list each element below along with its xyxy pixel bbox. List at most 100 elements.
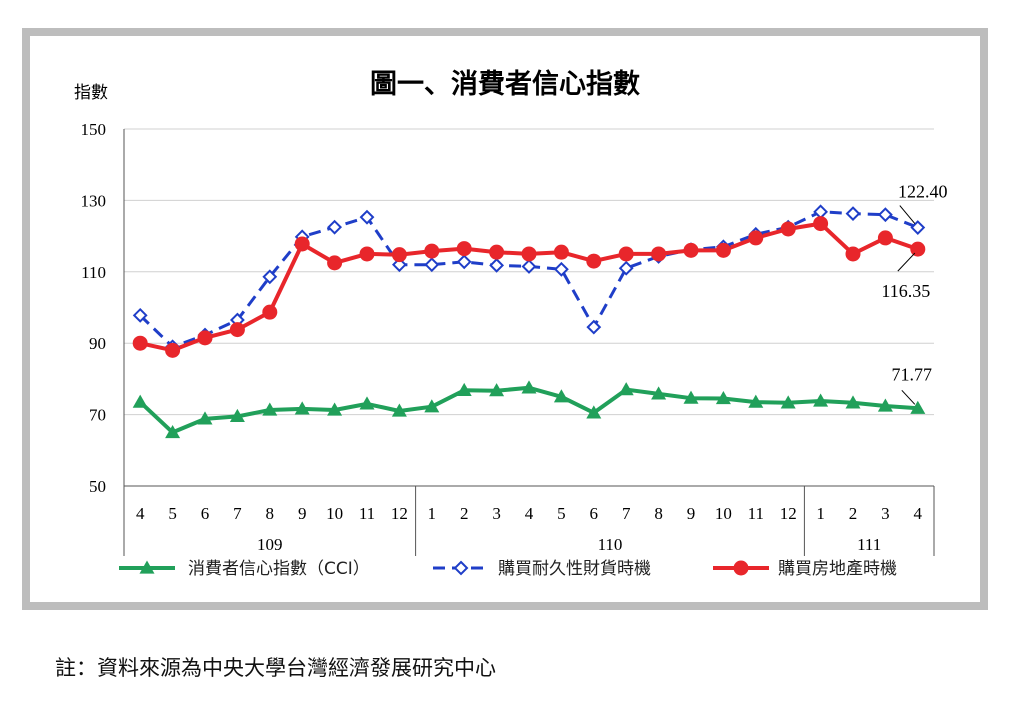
legend-label-2: 購買房地產時機: [778, 559, 897, 579]
series-2-point: [424, 243, 440, 259]
series-2-point: [877, 230, 893, 246]
x-tick-label: 6: [201, 504, 210, 523]
series-0-point-legend: [139, 560, 155, 574]
chart-panel: 圖一、消費者信心指數 指數 50 70 90 110 130 150 4 5 6 7 8 9 10 11 12 1…: [30, 36, 980, 602]
x-tick-label: 4: [914, 504, 923, 523]
legend-label-1: 購買耐久性財貨時機: [498, 559, 651, 579]
x-tick-label: 12: [391, 504, 408, 523]
series-1-point: [877, 207, 893, 223]
series-0-point: [165, 424, 181, 439]
series-1-point: [553, 261, 569, 277]
series-2-point: [715, 242, 731, 258]
series-1-point: [489, 257, 505, 273]
year-label: 110: [598, 535, 623, 554]
annotation-label: 116.35: [881, 281, 930, 301]
series-0-point: [877, 398, 893, 412]
series-2-point: [813, 216, 829, 232]
series-1-point: [327, 219, 343, 235]
series-2-point: [456, 241, 472, 257]
series-0-point: [618, 382, 634, 396]
series-2-point-legend: [733, 560, 749, 576]
series-2-point: [391, 247, 407, 263]
series-0-point: [262, 402, 278, 416]
source-footnote: 註：資料來源為中央大學台灣經濟發展研究中心: [55, 656, 496, 680]
series-0-point: [715, 391, 731, 405]
series-1-point: [521, 259, 537, 274]
series-1-point: [813, 204, 829, 220]
series-1-point: [586, 319, 602, 335]
chart-title: 圖一、消費者信心指數: [370, 69, 640, 100]
series-line-2: [139, 221, 919, 353]
series-0-point: [651, 386, 667, 400]
x-tick-label: 3: [881, 504, 890, 523]
x-tick-label: 10: [715, 504, 732, 523]
x-tick-label: 7: [622, 504, 631, 523]
series-line-1: [139, 210, 919, 349]
x-tick-label: 5: [557, 504, 566, 523]
x-tick-label: 2: [849, 504, 858, 523]
series-2-point: [748, 230, 764, 246]
series-2-point: [780, 221, 796, 237]
y-tick-label: 130: [81, 191, 107, 210]
annotation-leader: [897, 252, 916, 272]
annotation-leader: [899, 205, 916, 224]
series-2-point: [489, 244, 505, 260]
series-2-point: [651, 246, 667, 262]
series-2-point: [132, 335, 148, 351]
x-tick-label: 4: [525, 504, 534, 523]
series-2-point: [553, 244, 569, 260]
year-label: 109: [257, 535, 283, 554]
series-1-point: [262, 269, 278, 285]
series-2-point: [165, 342, 181, 358]
series-0-point: [229, 408, 245, 423]
series-0-point: [456, 382, 472, 396]
x-tick-label: 7: [233, 504, 242, 523]
series-2-point: [910, 241, 926, 257]
series-1-point: [359, 209, 375, 225]
series-0-point: [845, 395, 861, 409]
series-0-point: [553, 389, 569, 403]
x-tick-label: 9: [298, 504, 307, 523]
legend-label-0: 消費者信心指數（CCI）: [188, 559, 370, 579]
series-2-point: [327, 255, 343, 271]
series-0-point: [132, 394, 148, 408]
series-2-point: [683, 242, 699, 258]
series-0-point: [359, 396, 375, 410]
series-1-point: [424, 257, 440, 273]
x-tick-label: 1: [816, 504, 825, 523]
x-tick-label: 6: [590, 504, 599, 523]
series-0-point: [748, 394, 764, 408]
x-tick-label: 1: [428, 504, 437, 523]
series-1-point: [456, 254, 472, 270]
series-1-point: [391, 257, 407, 273]
series-1-point: [132, 307, 148, 323]
series-0-point: [424, 399, 440, 413]
series-0-point: [683, 390, 699, 404]
x-tick-label: 11: [359, 504, 375, 523]
annotation-label: 71.77: [892, 364, 933, 384]
series-0-point: [391, 403, 407, 417]
year-label: 111: [857, 535, 881, 554]
x-tick-label: 3: [492, 504, 501, 523]
x-tick-label: 4: [136, 504, 145, 523]
series-2-point: [229, 322, 245, 338]
series-1-point: [910, 220, 926, 235]
x-tick-label: 2: [460, 504, 469, 523]
chart-frame: 圖一、消費者信心指數 指數 50 70 90 110 130 150 4 5 6 7 8 9 10 11 12 1…: [22, 28, 988, 610]
series-0-point: [327, 402, 343, 416]
series-2-point: [294, 236, 310, 252]
series-2-point: [586, 253, 602, 269]
series-0-point: [521, 380, 537, 394]
y-tick-label: 110: [81, 263, 106, 282]
series-2-point: [359, 246, 375, 262]
x-tick-label: 9: [687, 504, 696, 523]
series-0-point: [780, 395, 796, 409]
series-2-point: [262, 304, 278, 320]
y-tick-label: 50: [89, 477, 106, 496]
y-tick-label: 150: [81, 120, 107, 139]
series-0-point: [489, 383, 505, 397]
series-0-point: [813, 393, 829, 407]
x-tick-label: 11: [748, 504, 764, 523]
series-1-point: [845, 206, 861, 222]
